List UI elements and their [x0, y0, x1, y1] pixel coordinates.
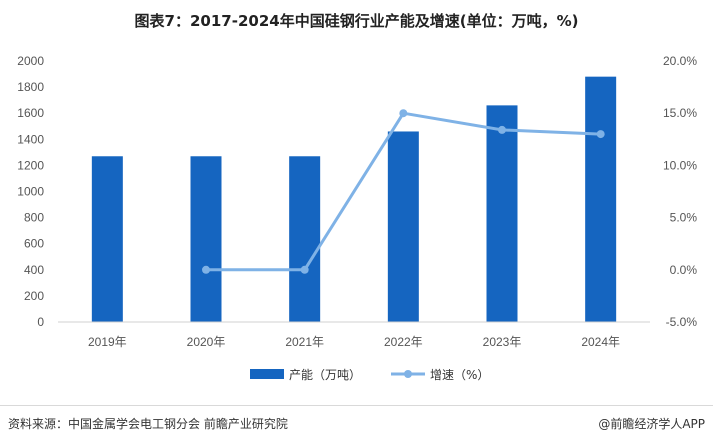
chart-title: 图表7：2017-2024年中国硅钢行业产能及增速(单位：万吨，%)	[134, 12, 579, 30]
footer-divider	[0, 405, 713, 406]
line-series	[202, 109, 605, 274]
y-left-tick-label: 1000	[17, 185, 44, 199]
y-left-tick-label: 1400	[17, 132, 44, 146]
bar	[91, 156, 123, 322]
y-left-tick-label: 600	[24, 237, 44, 251]
legend-swatch-marker	[404, 370, 412, 378]
x-tick-label: 2024年	[581, 335, 620, 349]
y-left-tick-label: 1600	[17, 106, 44, 120]
x-axis: 2019年 2020年 2021年 2022年 2023年 2024年	[88, 335, 620, 349]
y-left-tick-label: 1200	[17, 158, 44, 172]
brand-label: @前瞻经济学人APP	[598, 417, 705, 431]
y-right-tick-label: -5.0%	[666, 315, 698, 329]
y-left-tick-label: 400	[24, 263, 44, 277]
line-point	[202, 265, 210, 274]
line-point	[399, 109, 408, 118]
y-axis-right: -5.0% 0.0% 5.0% 10.0% 15.0% 20.0%	[663, 54, 697, 329]
x-tick-label: 2022年	[384, 335, 423, 349]
y-right-tick-label: 0.0%	[670, 263, 698, 277]
y-left-tick-label: 1800	[17, 80, 44, 94]
legend: 产能（万吨） 增速（%）	[250, 368, 489, 382]
bar	[486, 105, 518, 323]
chart-canvas: 0 200 400 600 800 1000 1200 1400 1600 1800 2000 -5…	[17, 54, 697, 382]
line-point	[300, 265, 309, 274]
y-left-tick-label: 0	[37, 315, 44, 329]
y-right-tick-label: 5.0%	[670, 211, 698, 225]
line-point	[498, 125, 506, 134]
x-tick-label: 2019年	[88, 335, 127, 349]
bar	[585, 76, 617, 322]
y-axis-left: 0 200 400 600 800 1000 1200 1400 1600 1800 2000	[17, 54, 44, 329]
bar	[387, 131, 419, 322]
y-left-tick-label: 2000	[17, 54, 44, 68]
bar-series	[91, 76, 617, 323]
source-note: 资料来源：中国金属学会电工钢分会 前瞻产业研究院	[8, 417, 288, 431]
legend-label-capacity: 产能（万吨）	[289, 368, 361, 382]
x-tick-label: 2023年	[483, 335, 522, 349]
legend-swatch-bar	[250, 369, 284, 379]
x-tick-label: 2020年	[187, 335, 226, 349]
bar	[190, 156, 222, 322]
y-left-tick-label: 800	[24, 211, 44, 225]
y-right-tick-label: 15.0%	[663, 106, 697, 120]
y-right-tick-label: 10.0%	[663, 158, 697, 172]
x-tick-label: 2021年	[285, 335, 324, 349]
y-left-tick-label: 200	[24, 289, 44, 303]
line-point	[596, 130, 605, 139]
y-right-tick-label: 20.0%	[663, 54, 697, 68]
legend-label-growth: 增速（%）	[430, 368, 489, 382]
bar	[289, 156, 321, 322]
